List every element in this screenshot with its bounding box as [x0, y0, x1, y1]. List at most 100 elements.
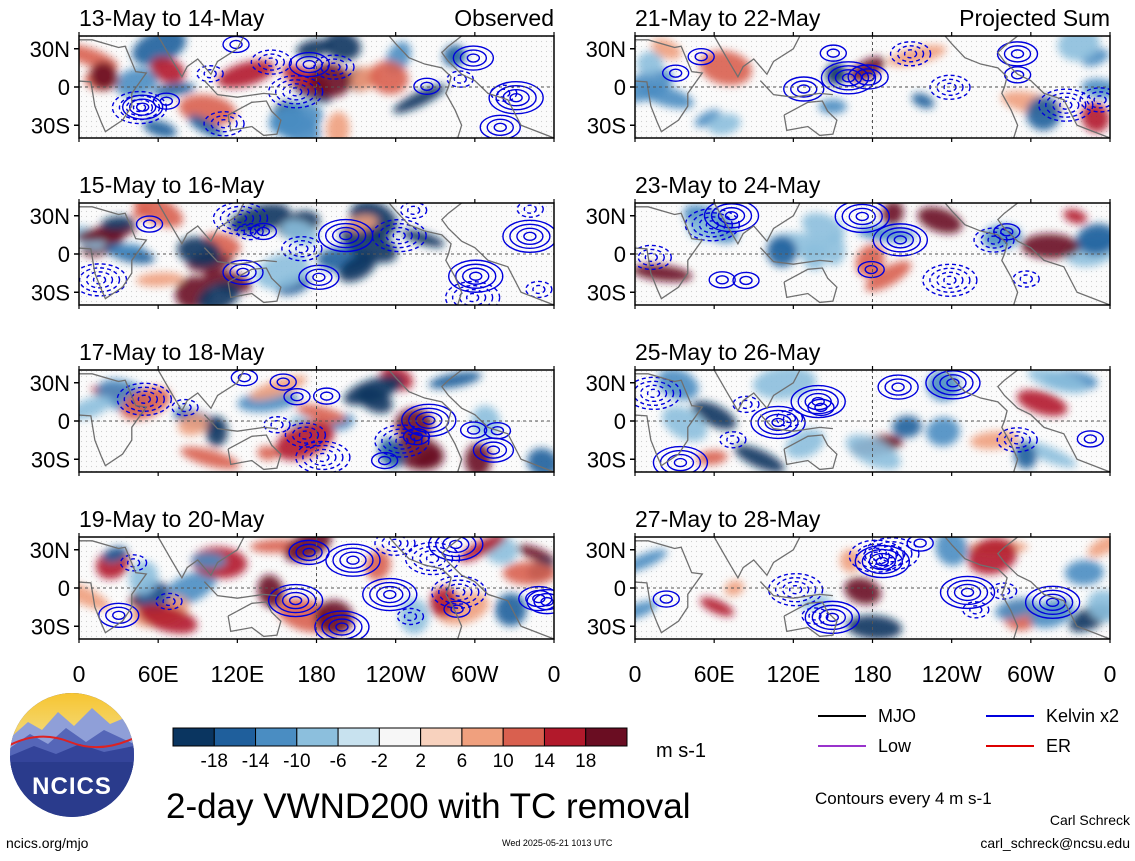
lon-tick-label: 180: [853, 661, 891, 687]
panel-title: 23-May to 24-May: [635, 172, 821, 198]
contour-note: Contours every 4 m s-1: [815, 789, 992, 808]
ncics-logo: NCICS: [10, 693, 134, 817]
lon-tick-label: 60E: [138, 661, 179, 687]
colorbar-tick-label: 6: [457, 751, 468, 772]
panel-title: 21-May to 22-May: [635, 5, 821, 31]
map-panel: 30N 0 30S 19-May to 20-May: [30, 506, 555, 643]
lon-tick-label: 120W: [922, 661, 982, 687]
lat-tick-label: 0: [58, 75, 70, 100]
kelvin-contours: [635, 203, 1040, 297]
legend-label: Low: [878, 736, 912, 756]
lat-tick-label: 30N: [586, 37, 626, 62]
colorbar-tick-label: -10: [283, 751, 310, 772]
panel-title: 27-May to 28-May: [635, 506, 821, 532]
colorbar-tick-label: 18: [575, 751, 596, 772]
colorbar-tick-label: 2: [415, 751, 426, 772]
colorbar-tick-label: -2: [371, 751, 388, 772]
lat-tick-label: 30S: [587, 113, 626, 138]
footer-email: carl_schreck@ncsu.edu: [980, 835, 1130, 851]
coastlines: [635, 203, 1110, 305]
legend-item: ER: [986, 736, 1071, 756]
lat-tick-label: 30N: [30, 204, 70, 229]
coastlines: [635, 537, 1110, 639]
lat-tick-label: 0: [58, 409, 70, 434]
anomaly-shading: [79, 36, 467, 138]
lon-tick-label: 120E: [766, 661, 820, 687]
panel-title: 25-May to 26-May: [635, 339, 821, 365]
lon-tick-label: 120W: [366, 661, 426, 687]
colorbar-swatch: [255, 727, 298, 747]
coastlines: [635, 36, 1110, 138]
anomaly-shading: [657, 370, 1098, 472]
kelvin-contours: [111, 36, 544, 138]
map-panel: 30N 0 30S 13-May to 14-May Observed: [30, 5, 555, 142]
panel-title: 13-May to 14-May: [79, 5, 265, 31]
legend-item: MJO: [818, 706, 916, 726]
coastlines: [79, 36, 554, 138]
colorbar-units: m s-1: [656, 740, 706, 762]
colorbar-swatch: [543, 727, 587, 747]
coastlines: [79, 370, 554, 472]
lat-tick-label: 30S: [31, 447, 70, 472]
colorbar-swatch: [461, 727, 504, 747]
lat-tick-label: 30S: [31, 113, 70, 138]
lat-tick-label: 30S: [587, 280, 626, 305]
colorbar-tick-label: -14: [242, 751, 270, 772]
colorbar-swatch: [172, 727, 215, 747]
lon-tick-label: 60W: [1007, 661, 1055, 687]
legend: MJO Kelvin x2 Low ER: [818, 706, 1119, 756]
lon-tick-label: 60W: [451, 661, 499, 687]
lat-tick-label: 0: [614, 576, 626, 601]
legend-label: MJO: [878, 706, 916, 726]
kelvin-contours: [661, 41, 1110, 122]
coastlines: [79, 537, 554, 639]
footer-timestamp: Wed 2025-05-21 1013 UTC: [502, 838, 613, 848]
colorbar-swatch: [420, 727, 463, 747]
lon-tick-label: 60E: [694, 661, 735, 687]
legend-label: ER: [1046, 736, 1071, 756]
footer-author: Carl Schreck: [1050, 812, 1131, 828]
lon-tick-label: 0: [1104, 661, 1117, 687]
lat-tick-label: 0: [58, 576, 70, 601]
colorbar-tick-label: -18: [201, 751, 228, 772]
anomaly-shading: [635, 203, 1110, 292]
lat-tick-label: 30N: [30, 538, 70, 563]
kelvin-contours: [652, 537, 1081, 635]
map-panel: 30N 0 30S 17-May to 18-May: [30, 339, 555, 476]
lat-tick-label: 30S: [31, 280, 70, 305]
colorbar-tick-label: 10: [493, 751, 514, 772]
lat-tick-label: 30S: [587, 614, 626, 639]
map-panel: 30N 0 30S 21-May to 22-May Projected Sum: [586, 5, 1111, 142]
colorbar: -18 -14 -10 -6 -2 2 6 10 14 18: [172, 727, 628, 772]
lat-tick-label: 0: [614, 75, 626, 100]
lat-tick-label: 30N: [30, 371, 70, 396]
coastlines: [79, 203, 554, 305]
colorbar-swatch: [378, 727, 422, 747]
lon-tick-label: 0: [629, 661, 642, 687]
map-panel: 30N 0 30S 23-May to 24-May: [586, 172, 1111, 309]
lon-tick-label: 120E: [210, 661, 264, 687]
coastlines: [635, 370, 1110, 472]
lat-tick-label: 30N: [30, 37, 70, 62]
colorbar-tick-label: -6: [330, 751, 347, 772]
colorbar-swatch: [585, 727, 628, 747]
lon-tick-label: 0: [73, 661, 86, 687]
panel-title: 19-May to 20-May: [79, 506, 265, 532]
main-title: 2-day VWND200 with TC removal: [166, 787, 691, 826]
colorbar-swatch: [296, 727, 339, 747]
lat-tick-label: 30S: [587, 447, 626, 472]
logo-text: NCICS: [32, 773, 112, 800]
panel-source-label: Projected Sum: [959, 5, 1110, 31]
lon-tick-label: 180: [297, 661, 335, 687]
map-panel: 30N 0 30S 25-May to 26-May: [586, 339, 1111, 476]
lat-tick-label: 0: [614, 409, 626, 434]
map-panel: 30N 0 30S 15-May to 16-May: [30, 172, 555, 309]
lat-tick-label: 0: [614, 242, 626, 267]
lon-tick-label: 0: [548, 661, 561, 687]
colorbar-swatch: [502, 727, 545, 747]
lat-tick-label: 0: [58, 242, 70, 267]
colorbar-swatch: [213, 727, 257, 747]
colorbar-tick-label: 14: [534, 751, 556, 772]
